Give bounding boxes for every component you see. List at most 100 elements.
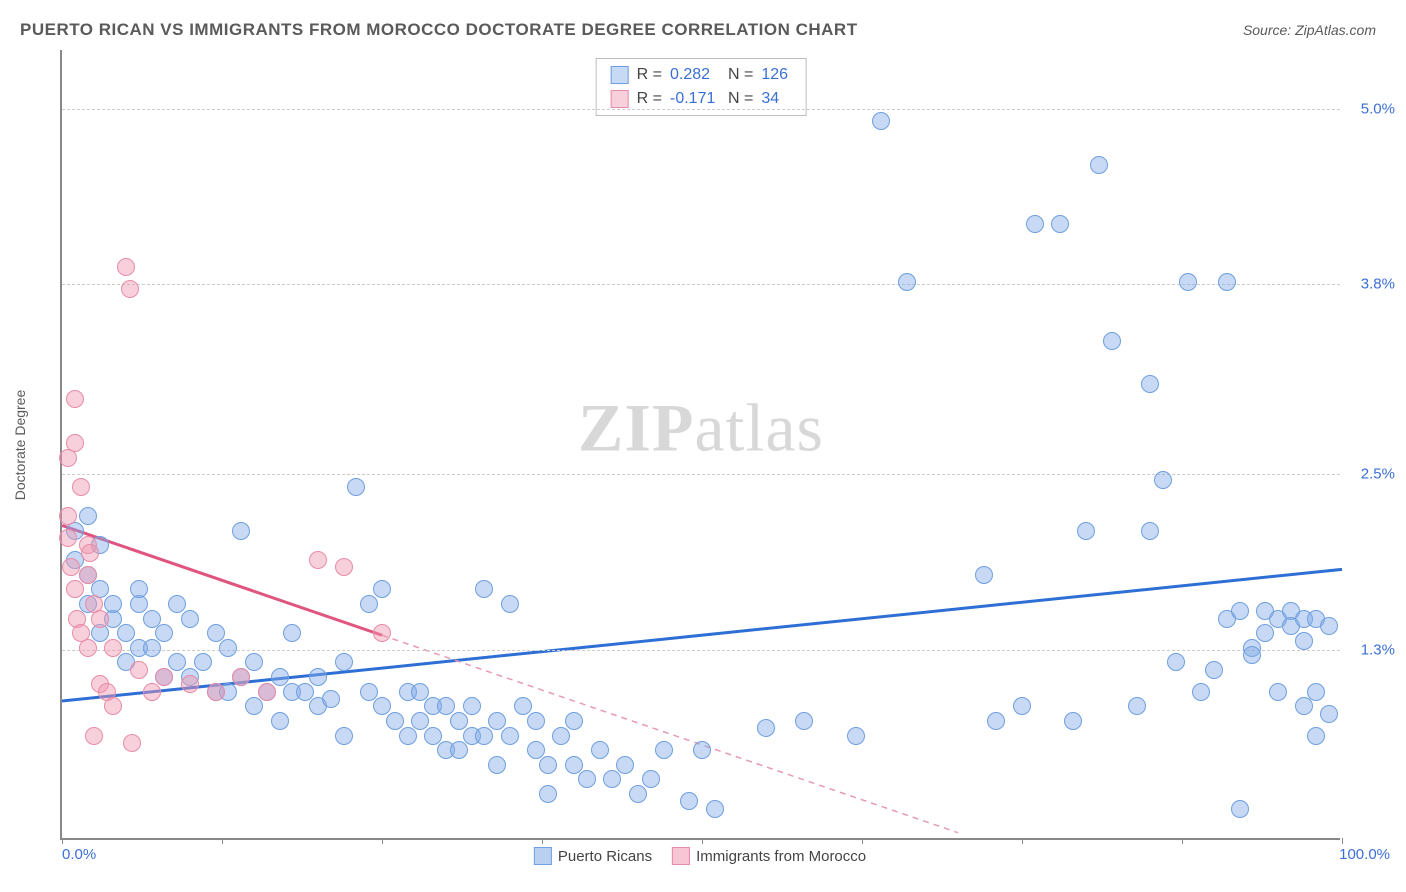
x-tick-mark [382,838,383,844]
scatter-point [411,712,429,730]
stat-n-value: 126 [761,63,791,87]
scatter-point [59,529,77,547]
gridline [62,109,1340,110]
scatter-point [616,756,634,774]
scatter-point [463,697,481,715]
scatter-point [121,280,139,298]
stats-row: R =0.282N =126 [611,63,792,87]
scatter-point [629,785,647,803]
x-tick-mark [542,838,543,844]
scatter-point [1141,375,1159,393]
gridline [62,284,1340,285]
scatter-point [79,566,97,584]
scatter-point [539,785,557,803]
scatter-point [1231,602,1249,620]
scatter-point [79,639,97,657]
scatter-point [475,727,493,745]
scatter-point [1167,653,1185,671]
scatter-point [1320,617,1338,635]
stats-box: R =0.282N =126R =-0.171N =34 [596,58,807,116]
scatter-point [245,653,263,671]
scatter-point [219,639,237,657]
legend-swatch [611,90,629,108]
scatter-point [283,624,301,642]
scatter-point [1243,646,1261,664]
scatter-point [155,668,173,686]
scatter-point [1218,273,1236,291]
stat-r-value: 0.282 [670,63,720,87]
scatter-point [488,756,506,774]
scatter-point [565,712,583,730]
scatter-point [360,595,378,613]
chart-area: Doctorate Degree ZIPatlas R =0.282N =126… [60,50,1340,840]
stat-n-value: 34 [761,87,791,111]
scatter-point [655,741,673,759]
gridline [62,650,1340,651]
scatter-point [1256,624,1274,642]
scatter-point [373,580,391,598]
scatter-point [1128,697,1146,715]
scatter-point [437,697,455,715]
stat-r-value: -0.171 [670,87,720,111]
scatter-point [104,697,122,715]
scatter-point [527,712,545,730]
scatter-point [168,595,186,613]
legend-swatch [611,66,629,84]
scatter-point [81,544,99,562]
scatter-point [62,558,80,576]
plot-region: ZIPatlas R =0.282N =126R =-0.171N =34 0.… [60,50,1340,840]
scatter-point [1103,332,1121,350]
stat-r-label: R = [637,87,662,111]
scatter-point [1307,683,1325,701]
x-tick-max: 100.0% [1339,846,1390,863]
scatter-point [386,712,404,730]
scatter-point [450,712,468,730]
y-tick-label: 1.3% [1361,641,1395,658]
scatter-point [1026,215,1044,233]
scatter-point [232,522,250,540]
scatter-point [85,727,103,745]
scatter-point [514,697,532,715]
scatter-point [79,507,97,525]
legend-swatch [534,847,552,865]
scatter-point [591,741,609,759]
scatter-point [104,595,122,613]
scatter-point [1064,712,1082,730]
scatter-point [552,727,570,745]
scatter-point [450,741,468,759]
x-tick-mark [862,838,863,844]
scatter-point [1141,522,1159,540]
stats-row: R =-0.171N =34 [611,87,792,111]
scatter-point [1320,705,1338,723]
legend-label: Immigrants from Morocco [696,848,866,865]
scatter-point [207,683,225,701]
scatter-point [143,639,161,657]
scatter-point [309,668,327,686]
scatter-point [232,668,250,686]
scatter-point [66,580,84,598]
scatter-point [1205,661,1223,679]
scatter-point [642,770,660,788]
y-axis-label: Doctorate Degree [12,390,28,501]
legend-item: Immigrants from Morocco [672,847,866,865]
y-tick-label: 3.8% [1361,276,1395,293]
scatter-point [123,734,141,752]
scatter-point [373,624,391,642]
scatter-point [143,683,161,701]
scatter-point [72,478,90,496]
scatter-point [181,610,199,628]
x-tick-mark [222,838,223,844]
y-tick-label: 2.5% [1361,466,1395,483]
scatter-point [399,727,417,745]
scatter-point [335,558,353,576]
scatter-point [335,653,353,671]
scatter-point [603,770,621,788]
scatter-point [91,610,109,628]
source-text: Source: ZipAtlas.com [1243,22,1376,38]
scatter-point [66,434,84,452]
scatter-point [117,624,135,642]
scatter-point [360,683,378,701]
trend-line [62,569,1342,701]
scatter-point [155,624,173,642]
scatter-point [322,690,340,708]
